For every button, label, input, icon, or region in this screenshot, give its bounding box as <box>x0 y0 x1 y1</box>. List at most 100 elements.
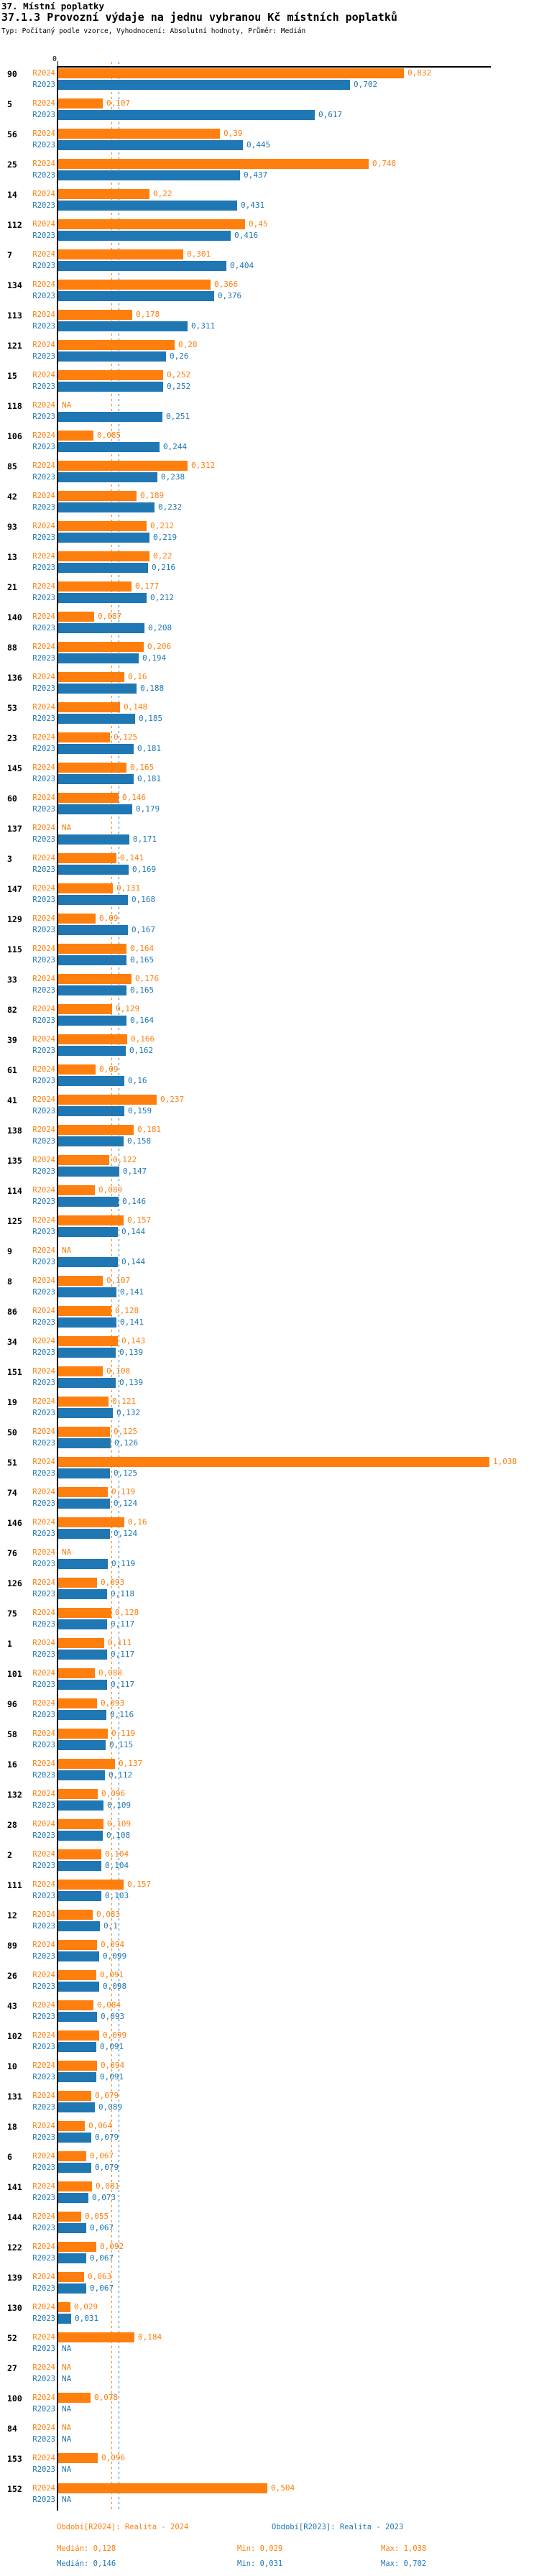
bar-r2023 <box>58 1016 126 1026</box>
series-label-r2024: R2024 <box>32 2273 55 2281</box>
series-row-r2024: R2024 0,832 <box>0 68 539 78</box>
series-row-r2024: R2024 0,107 <box>0 98 539 109</box>
series-label-r2024: R2024 <box>32 1669 55 1678</box>
bar-r2023 <box>58 653 139 663</box>
chart-row: 60 R2024 0,146 R2023 0,179 <box>0 793 539 823</box>
series-label-r2024: R2024 <box>32 522 55 530</box>
series-label-r2023: R2023 <box>32 1650 55 1659</box>
chart-row: 93 R2024 0,212 R2023 0,219 <box>0 521 539 551</box>
value-label-r2023: 0,144 <box>121 1257 146 1266</box>
bar-r2023 <box>58 472 157 482</box>
series-row-r2024: R2024 0,237 <box>0 1095 539 1105</box>
chart-row: 28 R2024 0,109 R2023 0,108 <box>0 1819 539 1849</box>
series-row-r2023: R2023 0,26 <box>0 351 539 362</box>
series-row-r2023: R2023 0,445 <box>0 140 539 150</box>
row-id-label: 8 <box>7 1276 12 1287</box>
series-label-r2024: R2024 <box>32 2122 55 2130</box>
bar-r2023 <box>58 140 243 150</box>
series-label-r2023: R2023 <box>32 1680 55 1689</box>
value-label-r2024: 0,141 <box>120 853 144 862</box>
legend-period-r2023: Období[R2023]: Realita - 2023 <box>272 2523 404 2531</box>
value-label-r2024: 0,137 <box>119 1759 143 1768</box>
value-label-r2023: 0,067 <box>90 2283 114 2293</box>
chart-row: 126 R2024 0,093 R2023 0,118 <box>0 1578 539 1608</box>
bar-r2024 <box>58 1970 96 1980</box>
series-row-r2024: R2024 0,177 <box>0 581 539 592</box>
row-id-label: 1 <box>7 1639 12 1649</box>
series-row-r2024: R2024 0,107 <box>0 1276 539 1286</box>
series-row-r2024: R2024 0,178 <box>0 310 539 320</box>
value-label-r2024: 0,094 <box>101 2061 125 2070</box>
bar-r2023 <box>58 1348 116 1358</box>
value-label-r2024: 1,038 <box>493 1457 517 1466</box>
value-label-r2024: 0,096 <box>101 2453 126 2462</box>
chart-row: 114 R2024 0,089 R2023 0,146 <box>0 1185 539 1215</box>
series-label-r2023: R2023 <box>32 865 55 874</box>
value-label-r2023: 0,164 <box>130 1016 155 1025</box>
series-row-r2024: R2024 0,089 <box>0 1185 539 1195</box>
chart-row: 141 R2024 0,081 R2023 0,073 <box>0 2181 539 2212</box>
series-row-r2024: R2024 0,181 <box>0 1125 539 1135</box>
chart-row: 86 R2024 0,128 R2023 0,141 <box>0 1306 539 1336</box>
value-label-r2024: 0,748 <box>372 159 397 168</box>
series-row-r2023: R2023 0,118 <box>0 1589 539 1599</box>
bar-r2023 <box>58 1378 116 1388</box>
series-row-r2023: R2023 0,376 <box>0 291 539 301</box>
series-label-r2024: R2024 <box>32 2212 55 2221</box>
bar-r2024 <box>58 732 110 742</box>
series-row-r2024: R2024 0,748 <box>0 159 539 169</box>
series-label-r2024: R2024 <box>32 220 55 229</box>
series-row-r2024: R2024 0,212 <box>0 521 539 531</box>
value-label-r2024: 0,055 <box>85 2212 109 2221</box>
value-label-r2023: 0,098 <box>103 1982 127 1991</box>
max-r2024: Max: 1,038 <box>381 2544 427 2553</box>
series-label-r2023: R2023 <box>32 1741 55 1749</box>
series-row-r2023: R2023 0,212 <box>0 593 539 603</box>
series-row-r2023: R2023 0,144 <box>0 1257 539 1267</box>
bar-r2023 <box>58 291 214 301</box>
row-id-label: 34 <box>7 1337 17 1347</box>
bar-r2023 <box>58 231 231 241</box>
bar-r2024 <box>58 1095 157 1105</box>
series-row-r2023: R2023 0,185 <box>0 714 539 724</box>
bar-r2023 <box>58 1982 99 1992</box>
series-row-r2023: R2023 NA <box>0 2344 539 2354</box>
series-row-r2024: R2024 0,128 <box>0 1306 539 1316</box>
row-id-label: 137 <box>7 824 22 834</box>
bar-r2023 <box>58 684 137 694</box>
bar-r2024 <box>58 370 163 380</box>
bar-r2023 <box>58 955 126 965</box>
value-label-r2024: 0,206 <box>147 642 172 651</box>
value-label-r2023: 0,091 <box>100 2072 124 2082</box>
chart-row: 88 R2024 0,206 R2023 0,194 <box>0 642 539 672</box>
value-label-r2024: 0,078 <box>94 2393 119 2402</box>
series-label-r2024: R2024 <box>32 250 55 259</box>
series-label-r2024: R2024 <box>32 2454 55 2462</box>
chart-row: 130 R2024 0,029 R2023 0,031 <box>0 2302 539 2332</box>
value-label-r2024: 0,143 <box>121 1336 146 1346</box>
series-row-r2024: R2024 0,125 <box>0 1427 539 1437</box>
series-label-r2023: R2023 <box>32 292 55 300</box>
value-label-r2023: 0,404 <box>230 261 254 270</box>
legend-period-r2024: Období[R2024]: Realita - 2024 <box>57 2523 189 2531</box>
bar-r2023 <box>58 2253 86 2263</box>
bar-r2023 <box>58 1770 105 1780</box>
series-label-r2024: R2024 <box>32 1880 55 1889</box>
value-label-r2023: 0,232 <box>158 502 183 512</box>
bar-r2023 <box>58 1408 113 1418</box>
chart-row: 33 R2024 0,176 R2023 0,165 <box>0 974 539 1004</box>
series-label-r2023: R2023 <box>32 2465 55 2474</box>
series-label-r2023: R2023 <box>32 262 55 270</box>
series-label-r2024: R2024 <box>32 884 55 893</box>
series-label-r2024: R2024 <box>32 1458 55 1466</box>
series-label-r2024: R2024 <box>32 612 55 621</box>
series-label-r2023: R2023 <box>32 1046 55 1055</box>
series-row-r2024: R2024 0,137 <box>0 1759 539 1769</box>
value-label-r2024: 0,09 <box>99 1064 119 1074</box>
bar-r2024 <box>58 189 149 199</box>
bar-r2023 <box>58 2042 96 2052</box>
series-row-r2024: R2024 0,088 <box>0 1668 539 1678</box>
bar-r2023 <box>58 895 128 905</box>
series-row-r2023: R2023 0,141 <box>0 1287 539 1297</box>
bar-r2023 <box>58 865 129 875</box>
